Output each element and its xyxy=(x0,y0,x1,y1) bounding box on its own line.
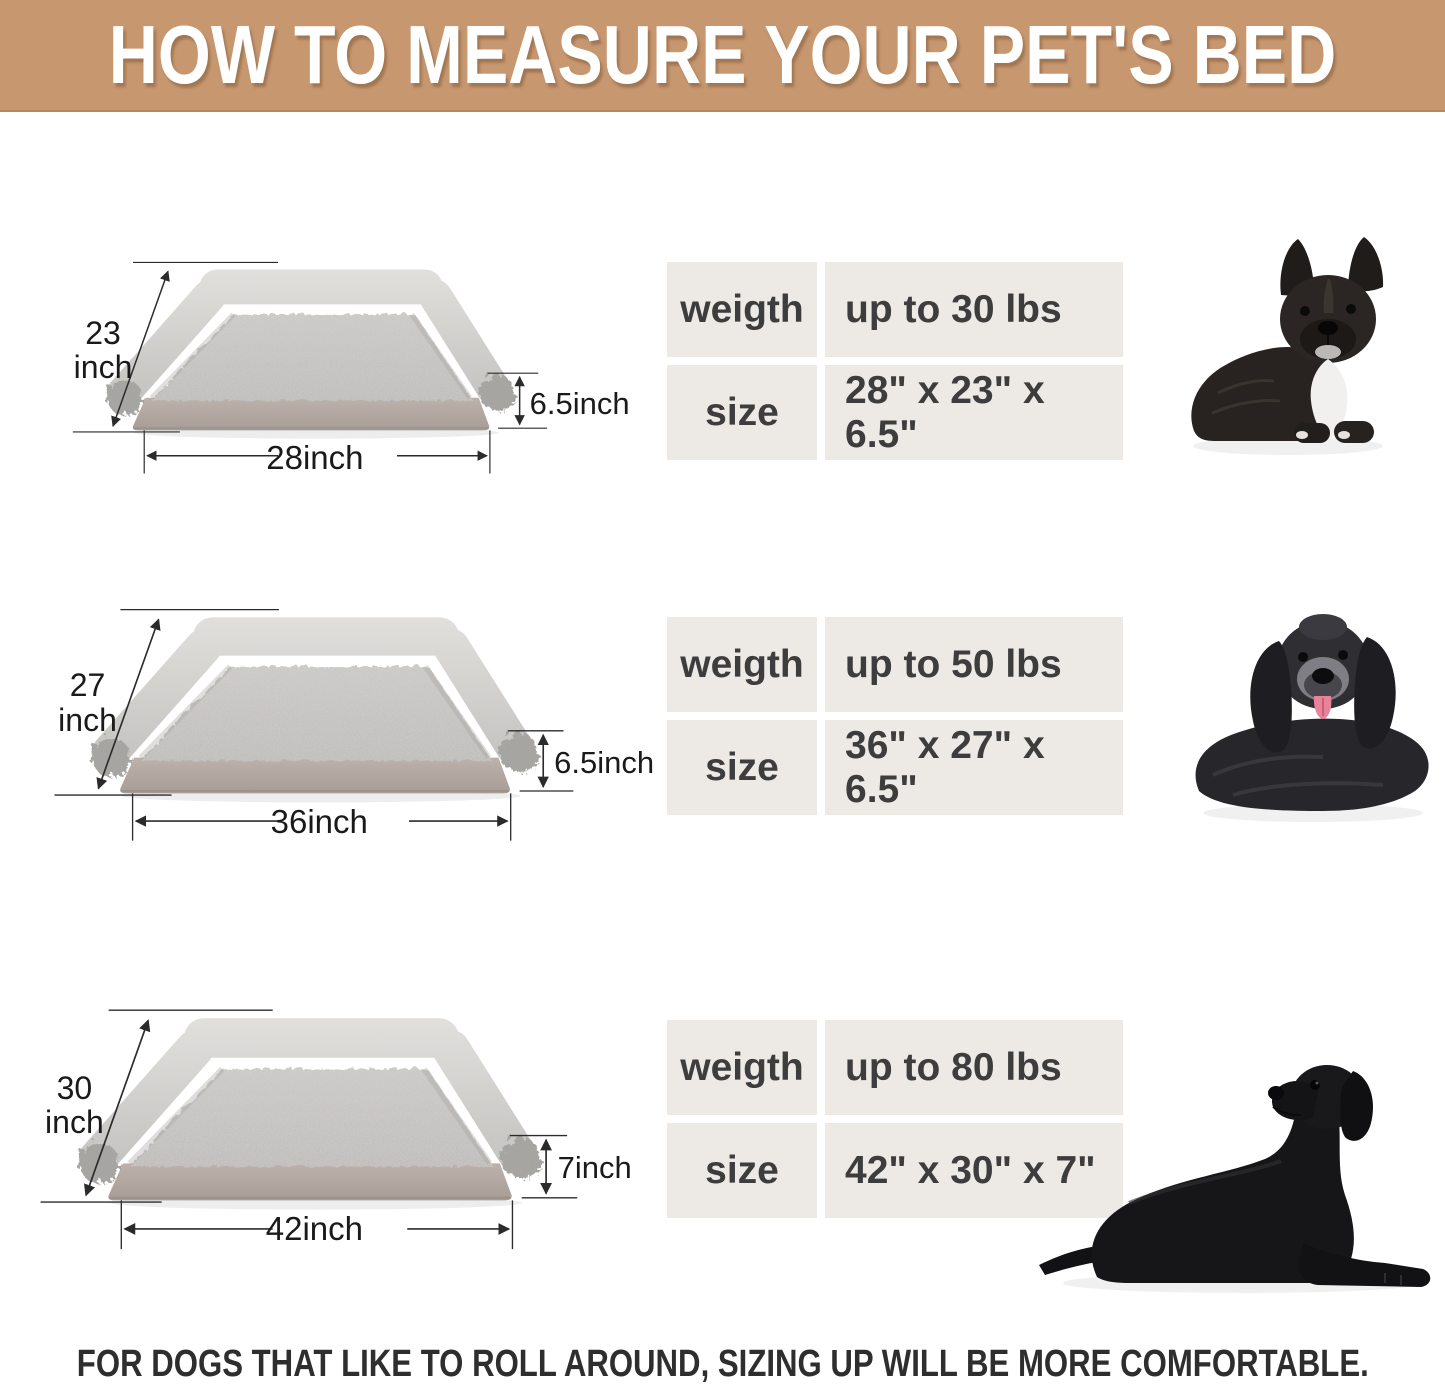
french-bulldog-photo xyxy=(1191,237,1384,455)
size-label: size xyxy=(667,1123,817,1218)
spec-table: weigth up to 50 lbs size 36" x 27" x 6.5… xyxy=(667,617,1123,815)
footer-text: FOR DOGS THAT LIKE TO ROLL AROUND, SIZIN… xyxy=(76,1342,1369,1385)
width-dimension-label: 36inch xyxy=(270,802,368,840)
header-banner: HOW TO MEASURE YOUR PET'S BED xyxy=(0,0,1445,112)
weight-value: up to 50 lbs xyxy=(825,617,1123,712)
weight-label: weigth xyxy=(667,1020,817,1115)
weight-label: weigth xyxy=(667,617,817,712)
width-dimension-label: 42inch xyxy=(265,1209,364,1247)
bed-diagram: 27 inch 6.5inch 36inch xyxy=(35,585,655,862)
height-dimension-label: 6.5inch xyxy=(529,385,630,421)
spec-table: weigth up to 80 lbs size 42" x 30" x 7" xyxy=(667,1020,1123,1218)
depth-dimension-label: 27 inch xyxy=(58,667,117,738)
height-dimension-label: 6.5inch xyxy=(554,744,655,780)
width-dimension-label: 28inch xyxy=(266,438,364,476)
weight-label: weigth xyxy=(667,262,817,357)
cocker-spaniel-photo xyxy=(1195,614,1429,822)
depth-dimension-label: 30 inch xyxy=(45,1069,104,1141)
size-label: size xyxy=(667,720,817,815)
size-row-medium: 27 inch 6.5inch 36inch weigth up to 50 lb… xyxy=(0,550,1445,930)
page-title: HOW TO MEASURE YOUR PET'S BED xyxy=(108,8,1337,101)
size-row-large: 30 inch 7inch 42inch weigth up to 80 lbs … xyxy=(0,930,1445,1330)
size-label: size xyxy=(667,365,817,460)
height-dimension-label: 7inch xyxy=(557,1149,632,1185)
weight-value: up to 30 lbs xyxy=(825,262,1123,357)
size-row-small: 23 inch 6.5inch 28inch weigth up to 30 lb… xyxy=(0,112,1445,550)
spec-table: weigth up to 30 lbs size 28" x 23" x 6.5… xyxy=(667,262,1123,460)
footer-note: FOR DOGS THAT LIKE TO ROLL AROUND, SIZIN… xyxy=(0,1330,1445,1398)
black-labrador-photo xyxy=(1039,1065,1431,1293)
size-value: 28" x 23" x 6.5" xyxy=(825,365,1123,460)
bed-diagram: 23 inch 6.5inch 28inch xyxy=(55,240,630,493)
depth-dimension-label: 23 inch xyxy=(73,314,133,386)
bed-diagram: 30 inch 7inch 42inch xyxy=(20,985,660,1271)
weight-value: up to 80 lbs xyxy=(825,1020,1123,1115)
size-value: 42" x 30" x 7" xyxy=(825,1123,1123,1218)
size-value: 36" x 27" x 6.5" xyxy=(825,720,1123,815)
